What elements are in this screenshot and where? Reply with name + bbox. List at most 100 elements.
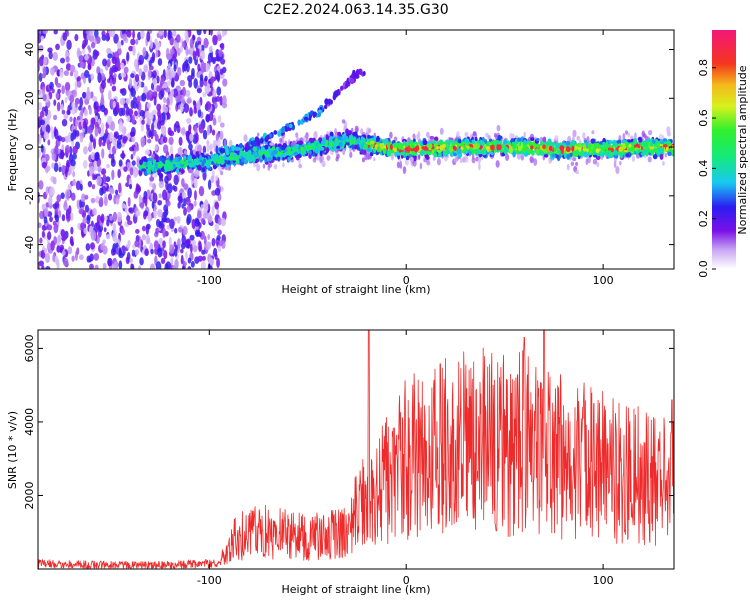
spectrogram-ridge-cell bbox=[657, 147, 662, 154]
spectrogram-ridge-cell bbox=[353, 131, 358, 137]
spectrogram-ridge-cell bbox=[442, 150, 446, 157]
spectrogram-noise-cell bbox=[202, 145, 207, 155]
spectrogram-ridge-cell bbox=[325, 146, 330, 154]
spectrogram-noise-cell bbox=[172, 30, 177, 37]
spectrogram-ridge-cell bbox=[523, 139, 527, 145]
spectrogram-noise-cell bbox=[366, 152, 370, 161]
spectrogram-ridge-cell bbox=[652, 139, 656, 144]
spectrogram-ridge-cell bbox=[456, 148, 462, 154]
spectrogram-noise-cell bbox=[143, 64, 149, 73]
spectrogram-noise-cell bbox=[128, 108, 134, 117]
spectrogram-noise-cell bbox=[51, 162, 55, 169]
spectrogram-ridge-cell bbox=[291, 140, 296, 147]
spectrogram-noise-cell bbox=[204, 75, 208, 82]
spectrogram-noise-cell bbox=[202, 91, 207, 98]
spectrogram-ridge-cell bbox=[406, 155, 410, 160]
spectrogram-noise-cell bbox=[38, 56, 44, 67]
spectrogram-noise-cell bbox=[146, 31, 151, 42]
spectrogram-ridge-cell bbox=[412, 147, 416, 152]
spectrogram-noise-cell bbox=[170, 144, 174, 156]
spectrogram-noise-cell bbox=[126, 115, 131, 123]
spectrogram-noise-cell bbox=[157, 42, 161, 48]
spectrogram-noise-cell bbox=[54, 214, 59, 223]
spectrogram-noise-cell bbox=[220, 170, 224, 176]
spectrogram-ridge-cell bbox=[642, 148, 648, 153]
spectrogram-noise-cell bbox=[554, 135, 559, 142]
spectrogram-ridge-cell bbox=[147, 157, 153, 162]
spectrogram-ridge-cell bbox=[195, 151, 199, 157]
spectrogram-noise-cell bbox=[575, 170, 580, 175]
spectrogram-noise-cell bbox=[174, 227, 178, 234]
spectrogram-noise-cell bbox=[56, 234, 62, 245]
spectrogram-noise-cell bbox=[471, 157, 476, 164]
spectrogram-noise-cell bbox=[131, 160, 136, 166]
colorbar-tick-label: 0.6 bbox=[697, 109, 710, 127]
spectrogram-noise-cell bbox=[197, 210, 202, 219]
spectrogram-ridge-cell bbox=[174, 156, 179, 162]
spectrogram-ridge-cell bbox=[400, 151, 406, 156]
spectrogram-noise-cell bbox=[57, 135, 62, 142]
snr-xtick-label: 100 bbox=[593, 574, 614, 587]
spectrogram-noise-cell bbox=[194, 229, 201, 238]
spectrogram-harmonic-cell bbox=[288, 123, 293, 128]
spectrogram-noise-cell bbox=[79, 96, 84, 108]
spectrogram-ridge-cell bbox=[351, 144, 355, 150]
spectrogram-harmonic-cell bbox=[259, 137, 264, 144]
spectrogram-noise-cell bbox=[138, 101, 142, 113]
spectrogram-noise-cell bbox=[90, 197, 96, 204]
spectrogram-noise-cell bbox=[312, 157, 317, 163]
spectrogram-noise-cell bbox=[41, 203, 46, 211]
spectrogram-ridge-cell bbox=[271, 147, 275, 152]
spectrogram-noise-cell bbox=[203, 80, 208, 87]
spectrogram-noise-cell bbox=[167, 127, 172, 136]
spectrogram-noise-cell bbox=[520, 154, 524, 161]
spectrogram-noise-cell bbox=[96, 175, 102, 187]
spectrogram-ridge-cell bbox=[147, 161, 152, 165]
spectrogram-ridge-cell bbox=[622, 139, 626, 144]
spectrogram-ridge-cell bbox=[566, 154, 570, 160]
spectrogram-ridge-cell bbox=[349, 134, 352, 140]
spectrogram-noise-cell bbox=[154, 144, 158, 151]
spectrogram-noise-cell bbox=[72, 89, 76, 95]
spectrogram-noise-cell bbox=[143, 211, 147, 220]
spectrogram-noise-cell bbox=[50, 66, 56, 76]
spectrogram-noise-cell bbox=[103, 196, 108, 206]
spectrogram-noise-cell bbox=[217, 138, 221, 147]
spectrogram-noise-cell bbox=[212, 118, 217, 126]
spectrogram-noise-cell bbox=[62, 231, 67, 239]
spectrogram-noise-cell bbox=[118, 121, 124, 133]
spectrogram-noise-cell bbox=[214, 223, 220, 232]
spectrogram-noise-cell bbox=[97, 72, 102, 84]
spectrogram-ridge-cell bbox=[353, 144, 359, 150]
spectrogram-noise-cell bbox=[298, 163, 303, 169]
spectrogram-ridge-cell bbox=[412, 138, 416, 143]
spectrogram-noise-cell bbox=[163, 96, 167, 104]
spectrogram-noise-cell bbox=[147, 138, 152, 144]
spectrogram-noise-cell bbox=[166, 97, 170, 107]
spectrogram-noise-cell bbox=[172, 88, 178, 98]
spectrogram-noise-cell bbox=[120, 62, 125, 70]
spectrogram-noise-cell bbox=[106, 140, 111, 151]
spectrogram-noise-cell bbox=[38, 30, 41, 35]
spectrogram-noise-cell bbox=[161, 217, 168, 223]
spectrogram-noise-cell bbox=[217, 115, 222, 124]
spectrogram-noise-cell bbox=[79, 183, 83, 192]
spectrogram-ridge-cell bbox=[293, 151, 298, 156]
spectrogram-noise-cell bbox=[191, 67, 195, 77]
spectrogram-noise-cell bbox=[216, 86, 222, 96]
spectrogram-ridge-cell bbox=[386, 150, 392, 157]
spectrogram-noise-cell bbox=[132, 168, 138, 179]
spectrogram-noise-cell bbox=[41, 265, 45, 269]
spectrogram-ridge-cell bbox=[604, 151, 609, 156]
spectrogram-noise-cell bbox=[55, 43, 60, 51]
spectrogram-noise-cell bbox=[112, 100, 116, 108]
spectrogram-noise-cell bbox=[183, 197, 187, 207]
spectrogram-harmonic-cell bbox=[351, 72, 356, 80]
spectrogram-noise-cell bbox=[185, 45, 189, 57]
spectrogram-noise-cell bbox=[209, 143, 213, 152]
spectrogram-noise-cell bbox=[61, 85, 66, 95]
spectrogram-noise-cell bbox=[155, 227, 160, 235]
spectrogram-ridge-cell bbox=[338, 141, 343, 147]
spectrogram-noise-cell bbox=[141, 234, 147, 241]
